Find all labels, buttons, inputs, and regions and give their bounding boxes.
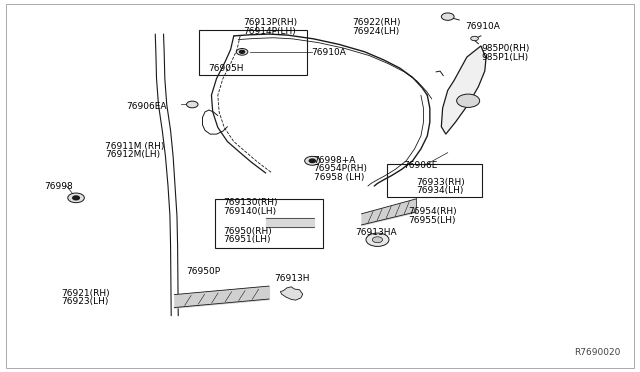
Polygon shape xyxy=(442,46,486,134)
Circle shape xyxy=(309,159,316,163)
Polygon shape xyxy=(280,287,303,300)
Circle shape xyxy=(442,13,454,20)
Bar xyxy=(387,164,481,197)
Text: 76955(LH): 76955(LH) xyxy=(408,216,456,225)
Text: 76913H: 76913H xyxy=(274,274,310,283)
Text: 76954(RH): 76954(RH) xyxy=(408,208,457,217)
Text: 76958 (LH): 76958 (LH) xyxy=(314,173,364,182)
Circle shape xyxy=(186,101,198,108)
Text: 985P1(LH): 985P1(LH) xyxy=(481,53,528,62)
Text: 76905H: 76905H xyxy=(208,64,244,73)
Circle shape xyxy=(305,156,320,165)
Bar xyxy=(214,199,323,248)
Circle shape xyxy=(470,36,478,41)
Text: 985P0(RH): 985P0(RH) xyxy=(481,44,529,53)
Text: 76913HA: 76913HA xyxy=(355,228,397,237)
Text: 76921(RH): 76921(RH) xyxy=(61,289,110,298)
Text: 76913P(RH): 76913P(RH) xyxy=(243,19,298,28)
Text: 76906E: 76906E xyxy=(403,161,437,170)
Circle shape xyxy=(236,48,248,55)
Text: 769130(RH): 769130(RH) xyxy=(223,198,277,207)
Text: R7690020: R7690020 xyxy=(574,348,620,357)
Text: 76951(LH): 76951(LH) xyxy=(223,235,271,244)
Text: 769140(LH): 769140(LH) xyxy=(223,207,276,216)
Text: 76910A: 76910A xyxy=(466,22,500,31)
Bar xyxy=(198,31,307,75)
Circle shape xyxy=(239,50,244,53)
Text: 76922(RH): 76922(RH) xyxy=(352,19,401,28)
Circle shape xyxy=(73,196,79,200)
Text: 76906EA: 76906EA xyxy=(126,102,166,111)
Text: 76914P(LH): 76914P(LH) xyxy=(243,27,296,36)
Text: 76912M(LH): 76912M(LH) xyxy=(105,150,160,159)
Text: 76933(RH): 76933(RH) xyxy=(416,178,465,187)
Text: 76911M (RH): 76911M (RH) xyxy=(105,142,164,151)
Circle shape xyxy=(366,233,389,246)
Text: 76923(LH): 76923(LH) xyxy=(61,297,109,306)
Text: 76998: 76998 xyxy=(44,182,73,190)
Text: 76950P: 76950P xyxy=(186,267,220,276)
Text: 76934(LH): 76934(LH) xyxy=(416,186,463,195)
Text: 76910A: 76910A xyxy=(312,48,347,57)
Text: 76954P(RH): 76954P(RH) xyxy=(314,164,367,173)
Text: 76950(RH): 76950(RH) xyxy=(223,227,272,236)
Circle shape xyxy=(68,193,84,203)
Circle shape xyxy=(372,237,383,243)
Text: 76998+A: 76998+A xyxy=(314,155,356,164)
Text: 76924(LH): 76924(LH) xyxy=(352,27,399,36)
Circle shape xyxy=(457,94,479,108)
